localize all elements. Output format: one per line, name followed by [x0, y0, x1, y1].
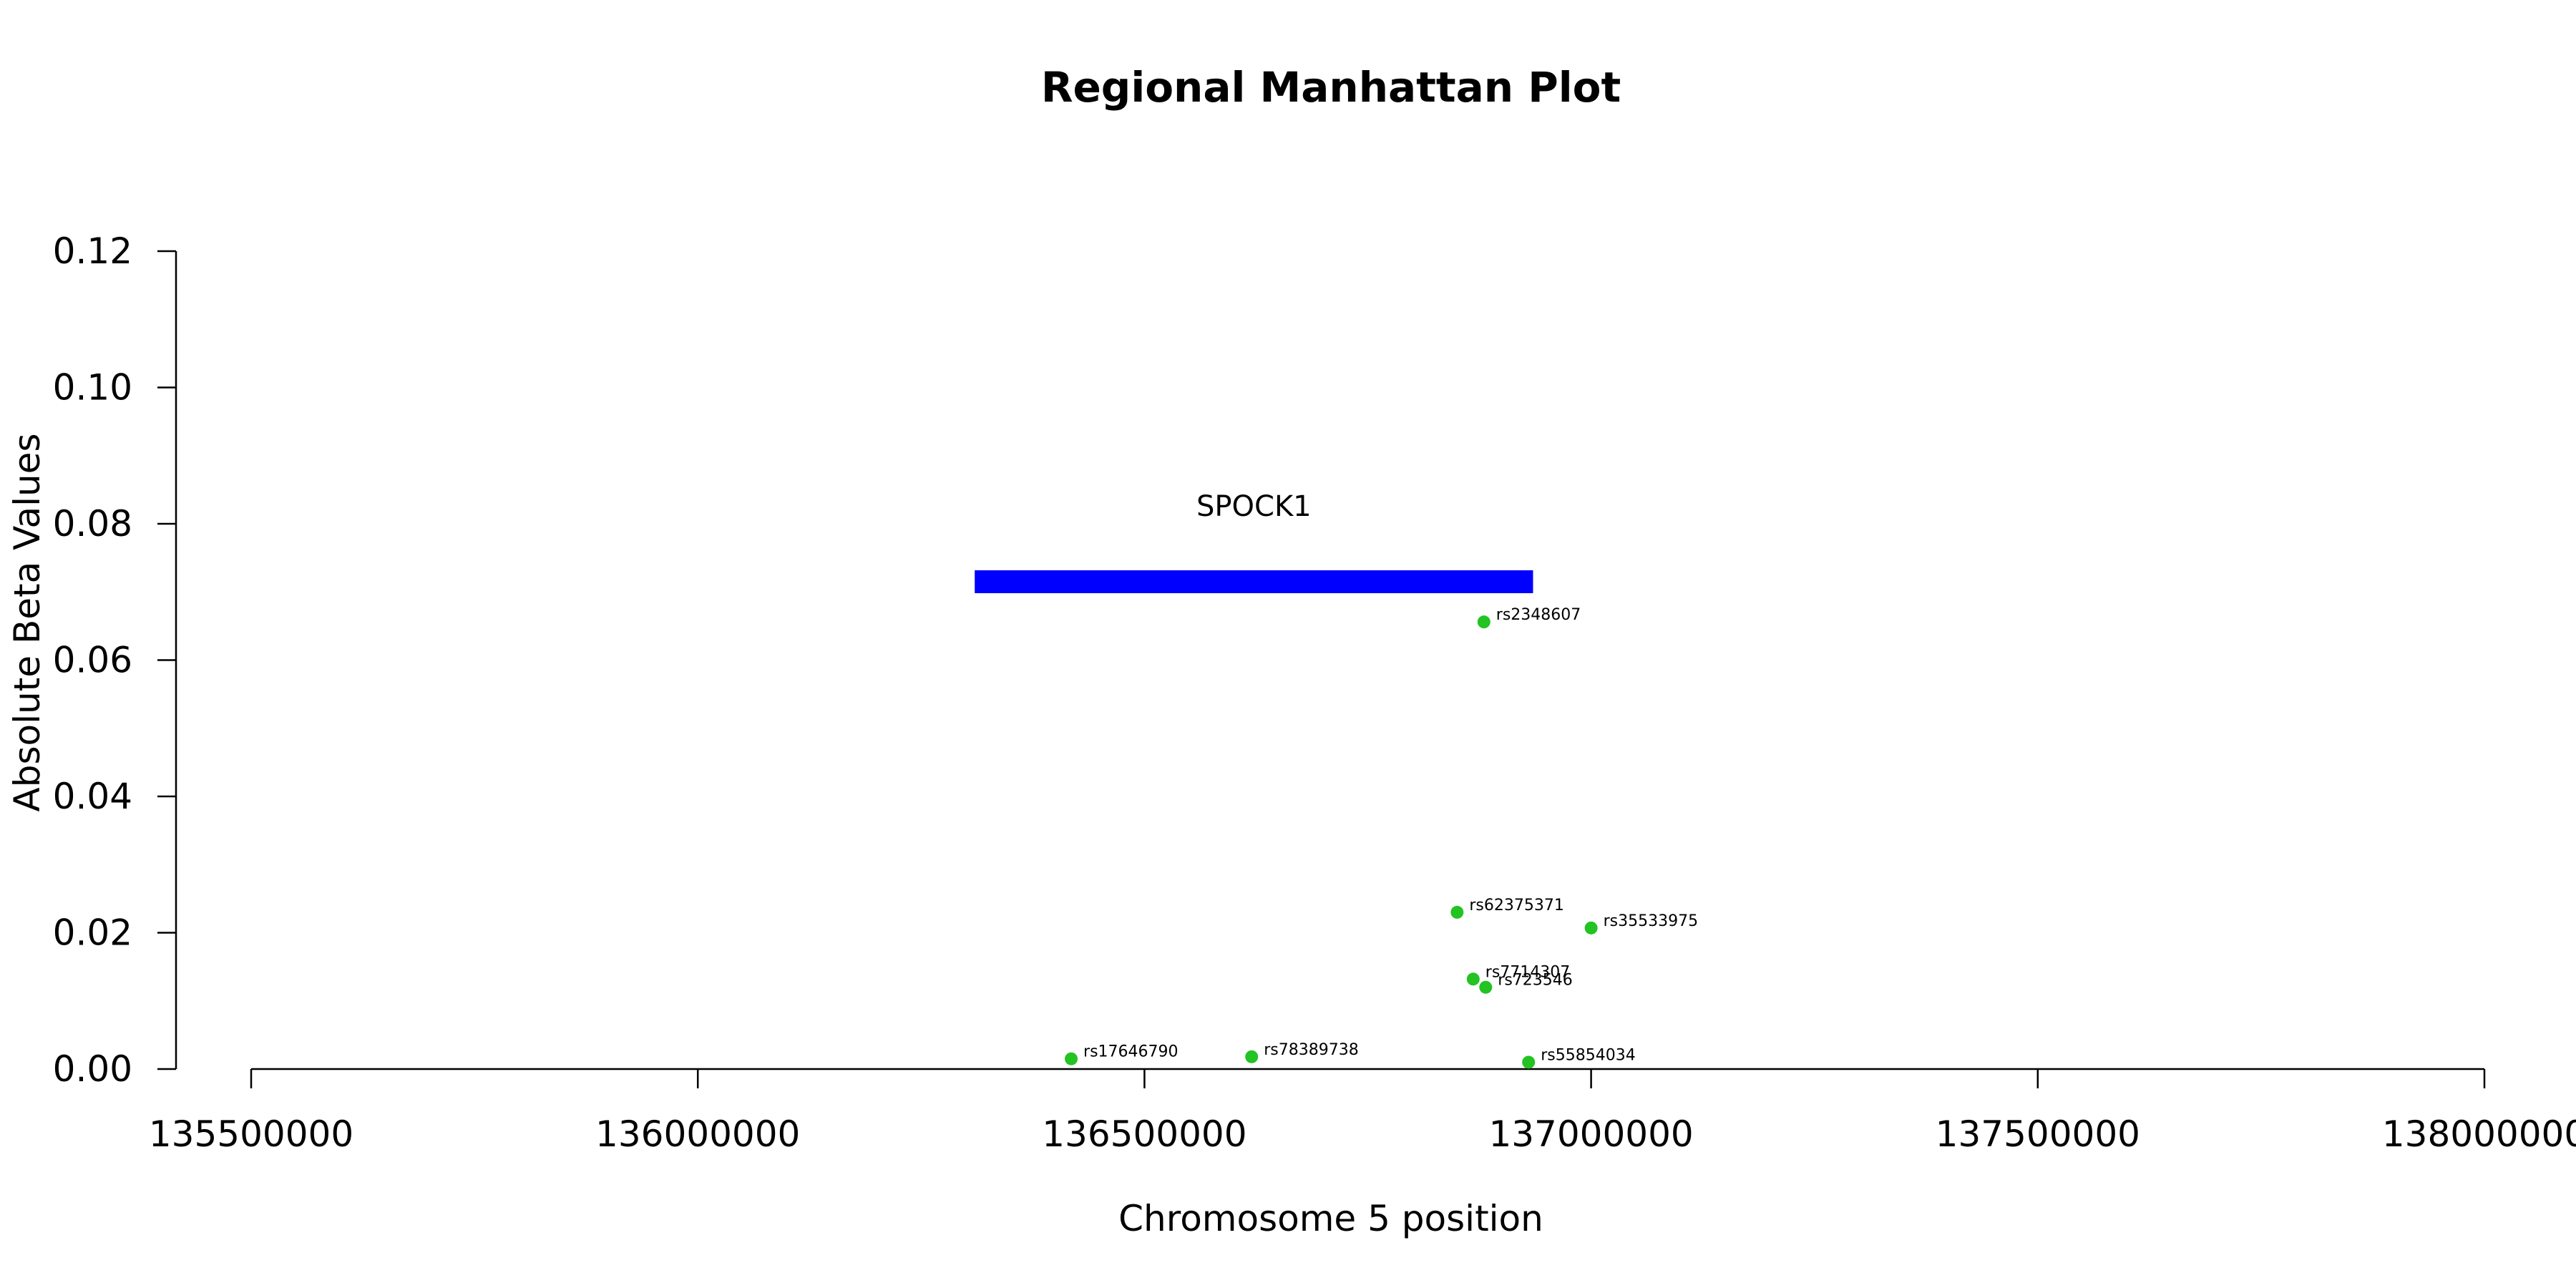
x-tick-label: 138000000	[2382, 1113, 2576, 1155]
y-tick-label: 0.08	[53, 503, 132, 545]
x-tick-label: 136500000	[1042, 1113, 1246, 1155]
y-tick-label: 0.10	[53, 367, 132, 409]
axes: 0.00 0.02 0.04 0.06 0.08 0.10 0.12 135500000 136…	[53, 230, 2576, 1155]
chart-title: Regional Manhattan Plot	[1041, 63, 1621, 112]
snp-label: rs17646790	[1083, 1043, 1178, 1061]
snp-label: rs55854034	[1541, 1046, 1635, 1064]
snp-point	[1466, 972, 1480, 986]
snp-label: rs62375371	[1469, 897, 1563, 914]
snp-point	[1522, 1055, 1536, 1069]
snp-label: rs2348607	[1496, 606, 1581, 624]
gene-label: SPOCK1	[1196, 490, 1312, 523]
snp-label: rs35533975	[1604, 912, 1698, 930]
snp-point	[1065, 1052, 1078, 1065]
x-tick-label: 136000000	[595, 1113, 800, 1155]
y-tick-label: 0.00	[53, 1048, 132, 1090]
x-axis-label: Chromosome 5 position	[1118, 1198, 1543, 1239]
y-tick-label: 0.06	[53, 640, 132, 681]
gene-bar-spock1	[975, 570, 1533, 593]
y-axis-label: Absolute Beta Values	[6, 434, 48, 812]
snp-point	[1477, 615, 1491, 629]
x-tick-label: 137000000	[1488, 1113, 1693, 1155]
y-tick-label: 0.02	[53, 912, 132, 954]
x-tick-label: 137500000	[1936, 1113, 2140, 1155]
snp-point	[1479, 980, 1493, 994]
y-tick-label: 0.04	[53, 776, 132, 817]
snp-points: rs2348607rs62375371rs35533975rs7714307rs…	[1065, 606, 1698, 1069]
y-tick-label: 0.12	[53, 230, 132, 272]
snp-label: rs78389738	[1264, 1041, 1358, 1059]
snp-label: rs7714307	[1485, 963, 1571, 981]
x-tick-label: 135500000	[149, 1113, 353, 1155]
gene-track: SPOCK1	[975, 490, 1533, 593]
snp-label: rs723546	[1498, 972, 1573, 990]
snp-point	[1450, 905, 1464, 919]
snp-point	[1584, 921, 1598, 935]
snp-point	[1245, 1050, 1259, 1063]
